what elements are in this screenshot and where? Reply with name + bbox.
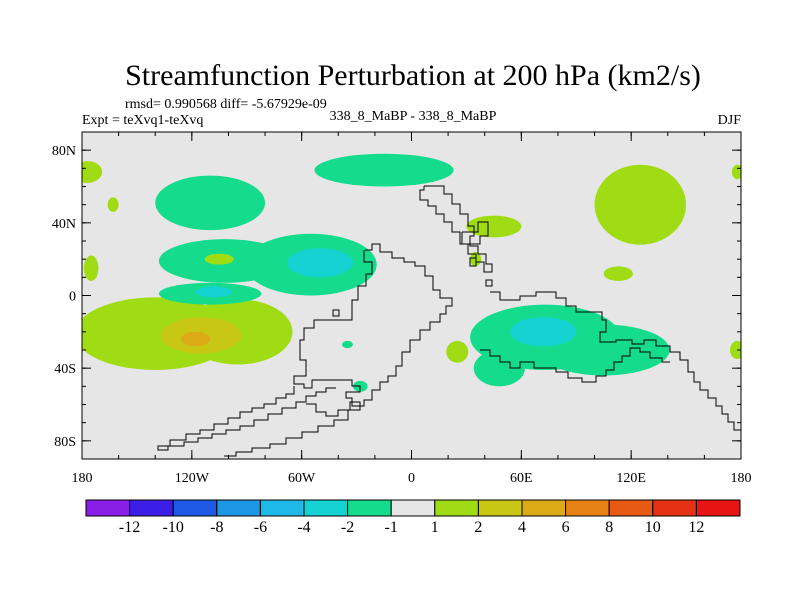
colorbar-label: -1 bbox=[385, 519, 398, 536]
coastline-southwest-strip bbox=[157, 386, 336, 451]
contour-region-27 bbox=[510, 317, 577, 347]
colorbar-label: 4 bbox=[518, 519, 526, 536]
axis-ticks: 180 120W 60W 0 60E 120E 180 80N 40N 0 40S 80S bbox=[52, 132, 752, 486]
coastline-north-islands bbox=[419, 185, 493, 273]
coastline-south-peninsula bbox=[224, 401, 361, 457]
contour-region-7 bbox=[155, 175, 266, 231]
x-tick-label: 180 bbox=[731, 471, 752, 486]
x-tick-label: 60E bbox=[510, 471, 533, 486]
colorbar-swatch-11 bbox=[565, 499, 610, 517]
contour-region-1 bbox=[82, 161, 103, 183]
x-tick-label: 180 bbox=[72, 471, 93, 486]
colorbar: -12 -10 -8 -6 -4 -2 -1 1 2 4 6 8 10 12 bbox=[85, 499, 741, 536]
colorbar-swatch-5 bbox=[303, 499, 349, 517]
colorbar-label: 2 bbox=[474, 519, 482, 536]
colorbar-label: -4 bbox=[297, 519, 310, 536]
experiment-label: Expt = teXvq1-teXvq bbox=[82, 113, 203, 128]
contour-region-13 bbox=[195, 286, 233, 298]
contour-region-8 bbox=[314, 153, 454, 187]
stats-label: rmsd= 0.990568 diff= -5.67929e-09 bbox=[125, 97, 327, 112]
colorbar-label: -10 bbox=[163, 519, 184, 536]
map-plot: 180 120W 60W 0 60E 120E 180 80N 40N 0 40S 80S bbox=[52, 131, 752, 486]
contour-fill-layer bbox=[82, 153, 741, 392]
season-label: DJF bbox=[718, 113, 742, 128]
colorbar-swatch-8 bbox=[434, 499, 479, 517]
colorbar-swatch-14 bbox=[695, 499, 741, 517]
colorbar-swatch-0 bbox=[85, 499, 131, 517]
colorbar-swatch-7 bbox=[390, 499, 436, 517]
contour-region-26 bbox=[473, 350, 525, 387]
contour-region-15 bbox=[341, 340, 353, 349]
contour-region-23 bbox=[446, 340, 469, 363]
colorbar-label: -12 bbox=[119, 519, 140, 536]
x-tick-label: 120W bbox=[175, 471, 210, 486]
y-tick-label: 40S bbox=[54, 362, 76, 377]
contour-region-2 bbox=[107, 197, 119, 212]
colorbar-label: 6 bbox=[562, 519, 570, 536]
x-tick-label: 0 bbox=[408, 471, 415, 486]
island-a bbox=[332, 309, 340, 317]
colorbar-label: 12 bbox=[688, 519, 704, 536]
contour-region-17 bbox=[466, 215, 522, 238]
coastline-north-small bbox=[461, 221, 489, 245]
x-tick-label: 60W bbox=[288, 471, 316, 486]
colorbar-label: -8 bbox=[210, 519, 223, 536]
y-tick-label: 80S bbox=[54, 435, 76, 450]
colorbar-swatch-13 bbox=[652, 499, 697, 517]
contour-region-6 bbox=[180, 331, 211, 347]
island-b bbox=[485, 279, 493, 287]
coastline-east-inner bbox=[480, 347, 670, 383]
y-tick-label: 80N bbox=[52, 144, 76, 159]
contour-region-12 bbox=[287, 248, 353, 278]
colorbar-label: -2 bbox=[341, 519, 354, 536]
colorbar-swatch-2 bbox=[172, 499, 218, 517]
contour-region-0 bbox=[83, 255, 99, 281]
contour-region-21 bbox=[730, 340, 741, 360]
contour-region-20 bbox=[603, 266, 633, 281]
colorbar-swatch-6 bbox=[347, 499, 392, 517]
coastline-layer bbox=[157, 185, 741, 457]
colorbar-swatch-10 bbox=[521, 499, 567, 517]
y-tick-label: 0 bbox=[69, 290, 76, 305]
coastline-east-continent bbox=[490, 291, 741, 431]
colorbar-swatch-3 bbox=[216, 499, 261, 517]
colorbar-swatch-1 bbox=[129, 499, 174, 517]
x-tick-label: 120E bbox=[616, 471, 646, 486]
contour-region-14 bbox=[204, 253, 234, 265]
colorbar-swatch-12 bbox=[608, 499, 654, 517]
colorbar-swatch-9 bbox=[477, 499, 523, 517]
chart-title: Streamfunction Perturbation at 200 hPa (… bbox=[125, 59, 701, 92]
colorbar-label: 8 bbox=[605, 519, 613, 536]
coastline-west-continent bbox=[293, 243, 453, 407]
colorbar-label: 10 bbox=[645, 519, 661, 536]
island-c bbox=[469, 257, 477, 267]
colorbar-swatch-4 bbox=[259, 499, 305, 517]
colorbar-label: -6 bbox=[254, 519, 267, 536]
colorbar-label: 1 bbox=[431, 519, 439, 536]
y-tick-label: 40N bbox=[52, 217, 76, 232]
case-label: 338_8_MaBP - 338_8_MaBP bbox=[330, 109, 497, 124]
contour-region-19 bbox=[594, 164, 687, 245]
